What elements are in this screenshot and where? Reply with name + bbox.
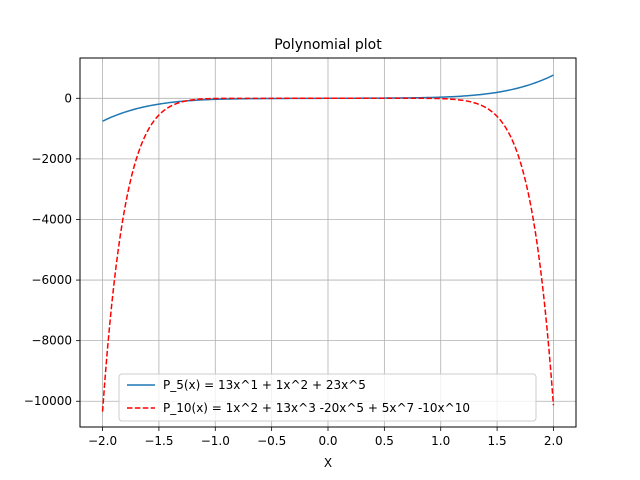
y-tick-label: −4000 [31, 212, 72, 226]
legend: P_5(x) = 13x^1 + 1x^2 + 23x^5 P_10(x) = … [118, 373, 537, 422]
y-tick-label: −10000 [24, 394, 72, 408]
x-tick-label: 2.0 [544, 434, 563, 448]
legend-label-p10: P_10(x) = 1x^2 + 13x^3 -20x^5 + 5x^7 -10… [163, 401, 470, 415]
x-tick-label: −1.5 [144, 434, 173, 448]
x-tick-label: 1.0 [431, 434, 450, 448]
y-tick-label: −6000 [31, 273, 72, 287]
x-tick-label: −1.0 [201, 434, 230, 448]
x-tick-label: −0.5 [257, 434, 286, 448]
legend-label-p5: P_5(x) = 13x^1 + 1x^2 + 23x^5 [163, 378, 366, 392]
x-tick-label: 1.5 [488, 434, 507, 448]
legend-box [118, 373, 537, 422]
series-line-p10 [101, 97, 555, 412]
y-tick-label: −2000 [31, 152, 72, 166]
x-tick-label: −2.0 [88, 434, 117, 448]
series-lines [101, 74, 555, 412]
x-tick-label: 0.0 [318, 434, 337, 448]
y-tick-label: −8000 [31, 334, 72, 348]
chart-title: Polynomial plot [274, 37, 382, 53]
x-axis-label: X [324, 456, 332, 470]
x-tick-label: 0.5 [375, 434, 394, 448]
y-tick-label: 0 [64, 91, 72, 105]
axis-ticks: −2.0 −1.5 −1.0 −0.5 0.0 0.5 1.0 1.5 2.0 0 −2000 −40… [24, 91, 563, 448]
